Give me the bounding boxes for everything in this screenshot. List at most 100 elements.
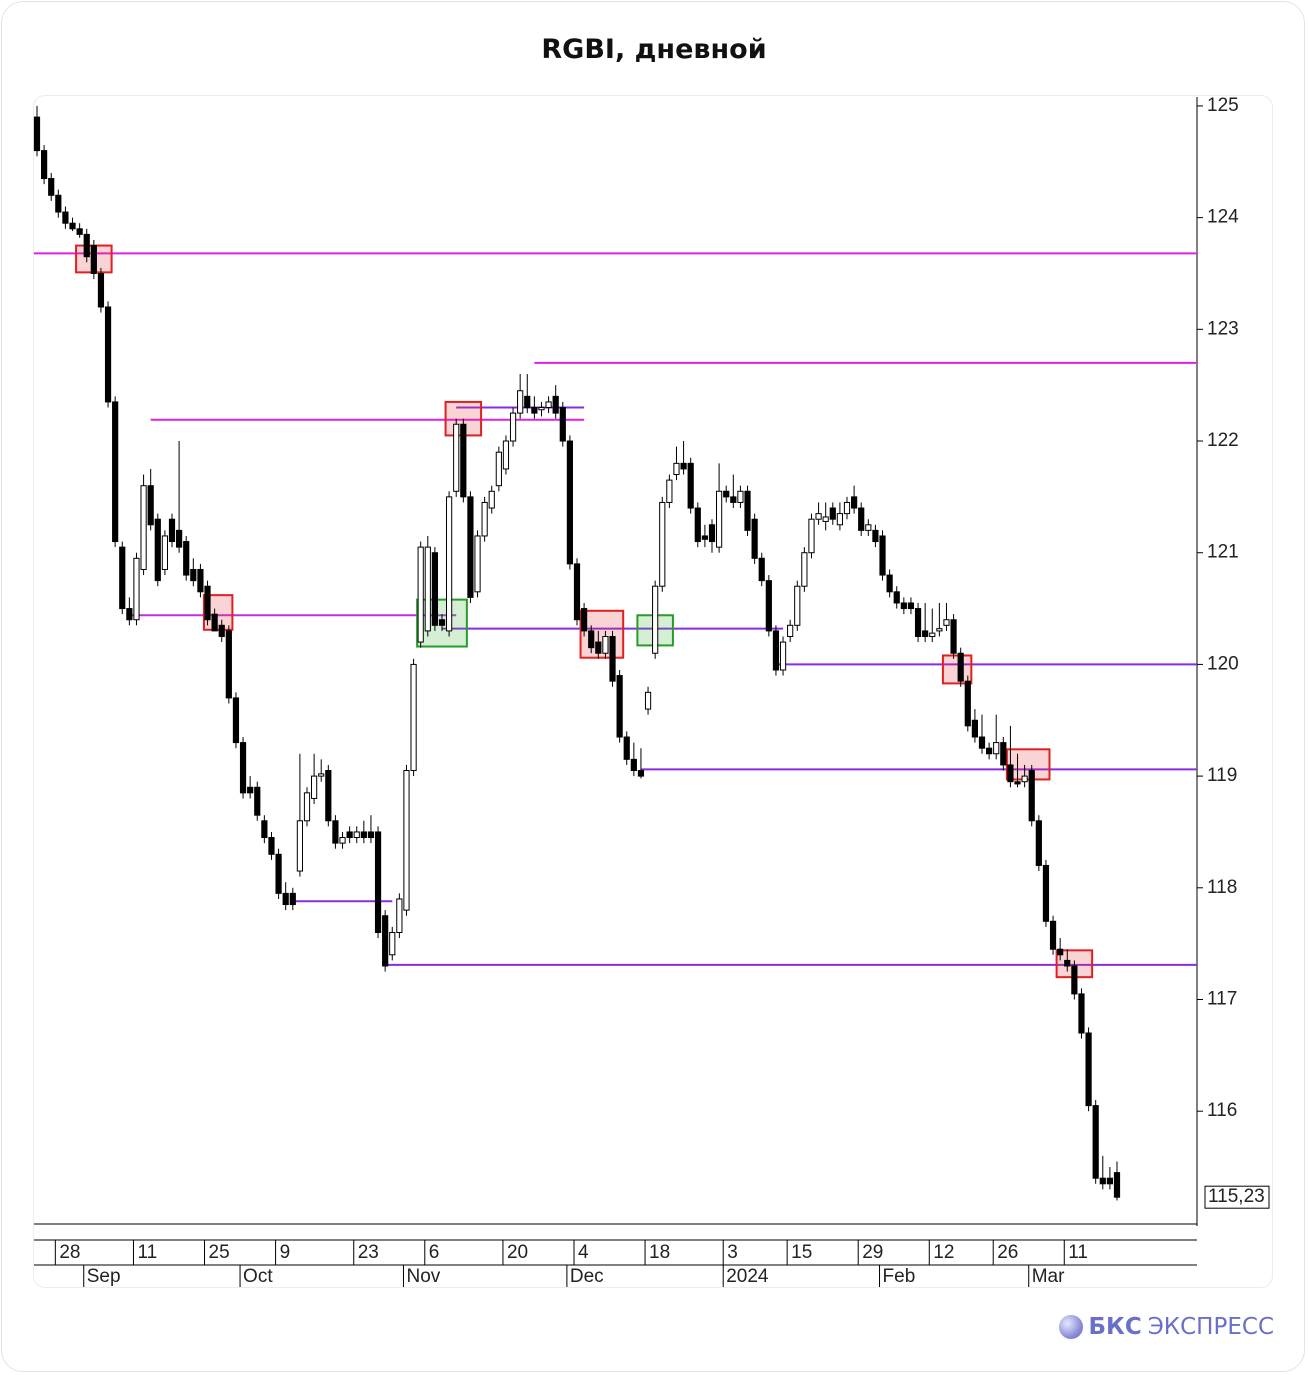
candle-body [311, 775, 318, 799]
candle-body [524, 395, 531, 409]
candle-body [1078, 993, 1085, 1034]
y-tick-label: 120 [1207, 653, 1239, 674]
candle-body [652, 585, 659, 654]
candle-body [467, 496, 474, 598]
candle-body [851, 496, 858, 509]
candle-body [83, 233, 90, 258]
candle-body [69, 222, 76, 230]
signal-box [941, 654, 973, 685]
candle-body [886, 574, 893, 593]
y-tick-label: 116 [1207, 1100, 1237, 1121]
candle-body [836, 513, 843, 526]
candle-body [197, 568, 204, 593]
candle-body [815, 513, 822, 520]
month-label: Feb [883, 1266, 916, 1287]
candle-body [694, 507, 701, 543]
candle-body [190, 568, 197, 582]
candle-body [744, 490, 751, 531]
y-tick-label: 123 [1207, 318, 1239, 339]
x-tick-label: 6 [429, 1242, 440, 1263]
y-tick-label: 124 [1207, 207, 1239, 228]
candle-body [943, 619, 950, 626]
candle-body [1000, 742, 1007, 766]
candle-body [1106, 1177, 1113, 1185]
candle-body [481, 501, 488, 537]
brand-logo: БКС ЭКСПРЕСС [1058, 1314, 1274, 1340]
month-label: Oct [243, 1266, 273, 1287]
candle-body [616, 675, 623, 738]
candle-body [666, 479, 673, 503]
candle-body [922, 630, 929, 637]
candle-body [332, 820, 339, 844]
candle-body [261, 820, 268, 839]
candle-body [431, 552, 438, 626]
candle-body [453, 423, 460, 492]
candle-body [1014, 781, 1021, 785]
candle-body [417, 546, 424, 643]
candle-body [360, 831, 367, 839]
candle-body [630, 758, 637, 772]
candle-body [183, 541, 190, 576]
signal-box [579, 609, 625, 659]
y-tick-label: 118 [1207, 877, 1237, 898]
candle-body [55, 194, 62, 213]
candle-body [410, 663, 417, 772]
candle-body [644, 691, 652, 710]
candle-body [76, 228, 83, 235]
y-tick-label: 117 [1207, 989, 1237, 1010]
candle-body [296, 820, 303, 872]
candle-body [730, 496, 737, 503]
month-label: 2024 [726, 1266, 769, 1287]
candle-body [403, 770, 410, 911]
candle-body [62, 211, 69, 224]
candle-body [950, 619, 957, 654]
candle-body [993, 742, 1000, 755]
candle-body [247, 786, 254, 794]
x-tick-label: 20 [507, 1242, 528, 1263]
x-tick-label: 4 [578, 1242, 589, 1263]
candle-body [502, 440, 510, 470]
candle-body [33, 116, 41, 152]
candle-body [97, 272, 105, 308]
candle-body [133, 557, 140, 621]
candle-body [566, 440, 573, 565]
candle-body [225, 630, 232, 699]
candle-body [609, 635, 616, 682]
candle-body [623, 736, 630, 760]
candle-body [794, 585, 801, 626]
month-label: Mar [1032, 1266, 1065, 1287]
candle-body [971, 719, 978, 738]
candle-body [829, 507, 836, 520]
candle-body [858, 507, 865, 531]
candle-body [1113, 1172, 1121, 1198]
candle-body [531, 407, 538, 414]
candle-body [1064, 959, 1071, 967]
candle-body [865, 524, 872, 531]
candle-body [1057, 948, 1064, 956]
candle-body [1007, 764, 1014, 783]
candle-body [374, 831, 382, 933]
candle-body [538, 407, 545, 411]
candle-body [680, 462, 687, 470]
candle-body [254, 786, 261, 816]
candle-body [147, 485, 154, 526]
y-tick-label: 119 [1207, 765, 1237, 786]
candle-body [801, 552, 808, 587]
candle-body [588, 630, 595, 649]
candle-body [723, 490, 730, 498]
y-tick-label: 125 [1207, 95, 1239, 116]
candle-body [986, 747, 993, 755]
candle-body [559, 407, 566, 442]
candle-body [914, 608, 922, 637]
candle-body [161, 535, 168, 570]
logo-icon [1058, 1315, 1083, 1339]
candle-body [659, 501, 666, 587]
candle-body [126, 608, 133, 621]
candle-body [758, 557, 765, 582]
candle-body [716, 490, 723, 548]
candle-body [893, 591, 900, 604]
candle-body [119, 546, 126, 610]
candle-body [104, 306, 112, 403]
candle-body [879, 535, 886, 576]
